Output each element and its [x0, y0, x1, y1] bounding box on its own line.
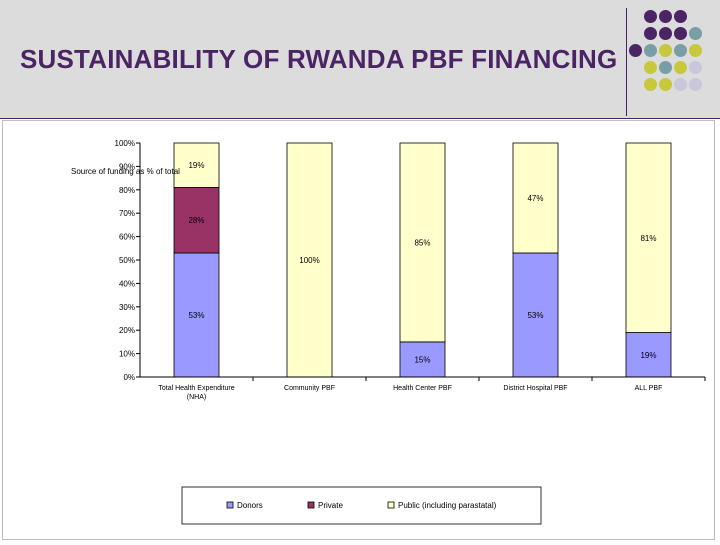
decorative-dot [689, 44, 702, 57]
x-tick-label: District Hospital PBF [503, 385, 567, 392]
decorative-dot [644, 78, 657, 91]
y-tick-label: 20% [119, 326, 135, 335]
legend-label: Private [318, 501, 343, 510]
data-label: 53% [527, 311, 543, 320]
decorative-dot [674, 61, 687, 74]
bar-segment [399, 341, 446, 378]
y-axis-title: Source of funding as % of total [71, 167, 180, 176]
bar-segment [625, 142, 672, 333]
legend-box [181, 486, 542, 525]
legend-swatch [226, 501, 234, 509]
bar-segment [512, 142, 559, 254]
data-label: 53% [188, 311, 204, 320]
legend-label: Public (including parastatal) [398, 501, 497, 510]
x-tick-label: Community PBF [284, 385, 335, 392]
y-tick-label: 10% [119, 350, 135, 359]
y-tick-label: 100% [115, 139, 135, 148]
y-tick-label: 30% [119, 303, 135, 312]
slide-header: SUSTAINABILITY OF RWANDA PBF FINANCING [0, 0, 720, 118]
y-tick-label: 50% [119, 256, 135, 265]
y-tick-label: 0% [123, 373, 135, 382]
data-label: 85% [414, 238, 430, 247]
decorative-dot [674, 44, 687, 57]
decorative-dot [629, 44, 642, 57]
data-label: 28% [188, 216, 204, 225]
decorative-dot [659, 10, 672, 23]
decorative-dot [689, 78, 702, 91]
decorative-dot [659, 61, 672, 74]
x-tick-label: ALL PBF [635, 385, 663, 392]
bar-segment [173, 187, 220, 254]
bar-segment [399, 142, 446, 343]
decorative-dot [644, 10, 657, 23]
decorative-dot [644, 44, 657, 57]
decorative-dot [644, 27, 657, 40]
decorative-dot [659, 78, 672, 91]
decorative-dot [674, 78, 687, 91]
legend-swatch [307, 501, 315, 509]
legend-label: Donors [237, 501, 263, 510]
bar-segment [173, 142, 220, 188]
x-tick-label: (NHA) [187, 394, 206, 401]
data-label: 47% [527, 194, 543, 203]
y-tick-label: 80% [119, 186, 135, 195]
data-label: 81% [640, 234, 656, 243]
header-divider [0, 118, 720, 119]
decorative-dot [674, 10, 687, 23]
bar-segment [512, 252, 559, 378]
x-tick-label: Total Health Expenditure [158, 385, 234, 392]
decorative-dot [659, 44, 672, 57]
y-tick-label: 60% [119, 233, 135, 242]
y-tick-label: 70% [119, 209, 135, 218]
chart-frame: 53% 28% 19% 100% 15% 85% 53% 47% 19% 81% 0% 10% 20%… [2, 120, 716, 540]
decorative-dot [659, 27, 672, 40]
bar-segment [625, 332, 672, 378]
decorative-dot [644, 61, 657, 74]
data-label: 100% [299, 256, 319, 265]
decorative-dot [689, 61, 702, 74]
legend-swatch [387, 501, 395, 509]
decorative-dot [689, 27, 702, 40]
bar-segment [173, 252, 220, 378]
stacked-bar-chart: 53% 28% 19% 100% 15% 85% 53% 47% 19% 81% 0% 10% 20%… [2, 120, 715, 540]
data-label: 19% [640, 351, 656, 360]
data-label: 19% [188, 161, 204, 170]
header-vertical-rule [626, 8, 627, 116]
x-tick-label: Health Center PBF [393, 385, 452, 392]
data-label: 15% [414, 355, 430, 364]
slide-title: SUSTAINABILITY OF RWANDA PBF FINANCING [20, 44, 618, 74]
y-tick-label: 90% [119, 162, 135, 171]
y-tick-label: 40% [119, 279, 135, 288]
decorative-dot [674, 27, 687, 40]
